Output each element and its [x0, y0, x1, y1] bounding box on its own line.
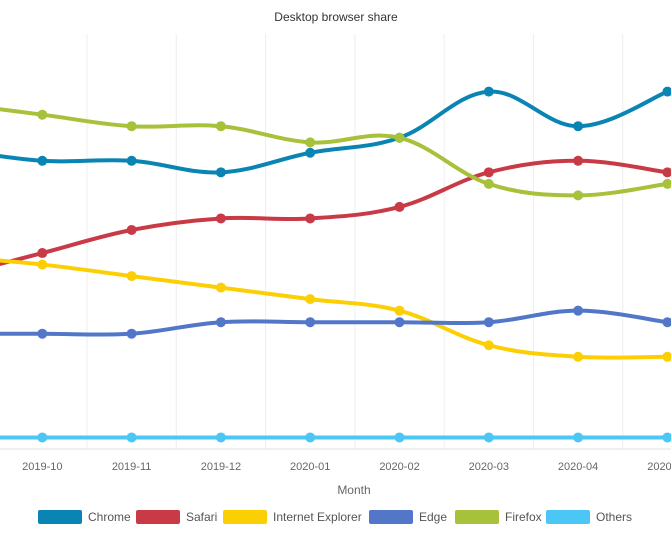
data-point-edge-2020-04[interactable]	[573, 305, 584, 316]
legend-label: Edge	[419, 510, 448, 524]
data-point-safari-2020-02[interactable]	[394, 201, 405, 212]
series-edge	[0, 305, 671, 339]
line-chart: Desktop browser share 2019-092019-102019…	[0, 10, 671, 497]
legend-label: Internet Explorer	[273, 510, 362, 524]
series-internet-explorer	[0, 258, 671, 362]
data-point-others-2019-12[interactable]	[215, 432, 226, 443]
data-point-firefox-2020-04[interactable]	[573, 190, 584, 201]
series-line-edge	[0, 308, 670, 337]
data-point-edge-2020-01[interactable]	[305, 317, 316, 328]
data-point-others-2020-04[interactable]	[573, 432, 584, 443]
x-tick-label: 2019-12	[201, 461, 241, 473]
data-point-edge-2019-12[interactable]	[215, 317, 226, 328]
data-point-firefox-2020-02[interactable]	[394, 132, 405, 143]
legend-swatch	[546, 510, 590, 524]
series-line-internet-explorer	[0, 258, 670, 360]
data-point-edge-2020-02[interactable]	[394, 317, 405, 328]
legend-item-edge[interactable]: Edge	[369, 505, 447, 529]
x-axis-label: Month	[337, 483, 370, 497]
data-point-firefox-2020-05[interactable]	[662, 178, 671, 189]
legend-swatch	[38, 510, 82, 524]
data-point-safari-2020-05[interactable]	[662, 167, 671, 178]
data-point-chrome-2020-04[interactable]	[573, 121, 584, 132]
legend-swatch	[455, 510, 499, 524]
data-point-safari-2019-10[interactable]	[37, 248, 48, 259]
data-point-others-2020-03[interactable]	[483, 432, 494, 443]
data-point-internet-explorer-2020-04[interactable]	[573, 351, 584, 362]
data-point-internet-explorer-2020-02[interactable]	[394, 305, 405, 316]
data-point-others-2019-11[interactable]	[126, 432, 137, 443]
data-point-chrome-2019-12[interactable]	[215, 167, 226, 178]
chart-title: Desktop browser share	[274, 10, 398, 24]
x-tick-label: 2020-05	[647, 461, 671, 473]
data-point-safari-2020-01[interactable]	[305, 213, 316, 224]
legend-item-safari[interactable]: Safari	[136, 505, 217, 529]
data-point-safari-2020-03[interactable]	[483, 167, 494, 178]
x-tick-label: 2020-01	[290, 461, 330, 473]
legend-swatch	[369, 510, 413, 524]
data-point-firefox-2019-12[interactable]	[215, 121, 226, 132]
legend-item-chrome[interactable]: Chrome	[38, 505, 131, 529]
data-point-others-2019-10[interactable]	[37, 432, 48, 443]
series-firefox	[0, 107, 671, 201]
series-safari	[0, 155, 671, 267]
x-tick-label: 2020-02	[379, 461, 419, 473]
legend-item-firefox[interactable]: Firefox	[455, 505, 542, 529]
data-point-chrome-2020-03[interactable]	[483, 86, 494, 97]
x-tick-label: 2019-10	[22, 461, 62, 473]
legend: Chrome Safari Internet Explorer Edge Firefox…	[0, 505, 671, 529]
data-point-firefox-2020-03[interactable]	[483, 178, 494, 189]
data-point-internet-explorer-2020-01[interactable]	[305, 294, 316, 305]
data-point-safari-2019-12[interactable]	[215, 213, 226, 224]
x-tick-label: 2020-03	[469, 461, 509, 473]
legend-swatch	[136, 510, 180, 524]
data-point-edge-2019-11[interactable]	[126, 328, 137, 339]
series-chrome	[0, 86, 671, 178]
data-point-edge-2019-10[interactable]	[37, 328, 48, 339]
data-point-chrome-2020-05[interactable]	[662, 86, 671, 97]
legend-item-internet-explorer[interactable]: Internet Explorer	[223, 505, 362, 529]
data-point-firefox-2019-10[interactable]	[37, 109, 48, 120]
legend-label: Safari	[186, 510, 218, 524]
data-point-chrome-2020-01[interactable]	[305, 147, 316, 158]
data-point-internet-explorer-2020-05[interactable]	[662, 351, 671, 362]
x-axis-ticks: 2019-092019-102019-112019-122020-012020-…	[22, 461, 671, 473]
legend-label: Chrome	[88, 510, 131, 524]
series-group	[0, 86, 671, 443]
data-point-firefox-2020-01[interactable]	[305, 137, 316, 148]
data-point-others-2020-02[interactable]	[394, 432, 405, 443]
data-point-firefox-2019-11[interactable]	[126, 121, 137, 132]
legend-label: Others	[596, 510, 633, 524]
x-tick-label: 2019-11	[112, 461, 152, 473]
data-point-others-2020-01[interactable]	[305, 432, 316, 443]
grid-lines	[86, 34, 624, 449]
data-point-internet-explorer-2019-11[interactable]	[126, 271, 137, 282]
x-tick-label: 2020-04	[558, 461, 598, 473]
data-point-chrome-2019-11[interactable]	[126, 155, 137, 166]
legend-label: Firefox	[505, 510, 542, 524]
data-point-chrome-2019-10[interactable]	[37, 155, 48, 166]
data-point-safari-2019-11[interactable]	[126, 224, 137, 235]
data-point-others-2020-05[interactable]	[662, 432, 671, 443]
data-point-edge-2020-03[interactable]	[483, 317, 494, 328]
series-others	[0, 432, 671, 443]
data-point-safari-2020-04[interactable]	[573, 155, 584, 166]
data-point-internet-explorer-2019-12[interactable]	[215, 282, 226, 293]
legend-item-others[interactable]: Others	[546, 505, 632, 529]
data-point-edge-2020-05[interactable]	[662, 317, 671, 328]
data-point-internet-explorer-2019-10[interactable]	[37, 259, 48, 270]
legend-swatch	[223, 510, 267, 524]
series-line-safari	[0, 158, 670, 267]
data-point-internet-explorer-2020-03[interactable]	[483, 340, 494, 351]
